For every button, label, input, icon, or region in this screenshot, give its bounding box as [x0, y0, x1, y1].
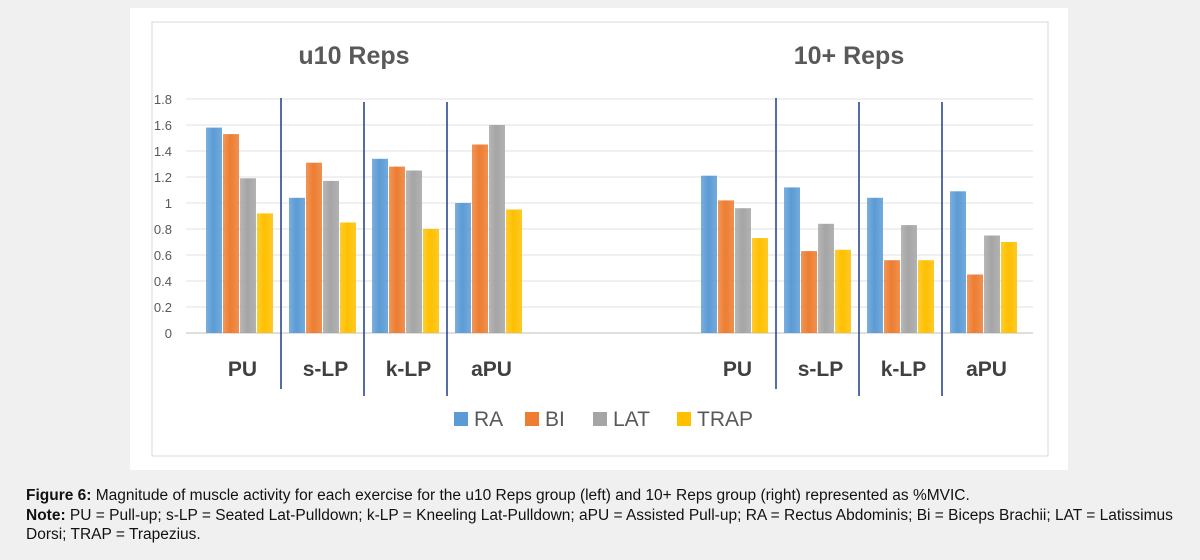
category-label: aPU	[966, 358, 1007, 381]
legend-label-bi: BI	[545, 408, 565, 431]
bar-trap-10plus-apu	[1001, 242, 1017, 333]
category-label: PU	[723, 358, 752, 381]
y-tick-label: 1.6	[154, 118, 172, 133]
bar-trap-10plus-pu	[752, 238, 768, 333]
bar-trap-10plus-s-lp	[835, 249, 851, 333]
bar-bi-10plus-k-lp	[884, 260, 900, 333]
bar-lat-u10-pu	[240, 178, 256, 333]
bar-bi-u10-s-lp	[306, 162, 322, 333]
category-label: s-LP	[798, 358, 844, 381]
bar-ra-10plus-apu	[950, 191, 966, 333]
bar-lat-10plus-s-lp	[818, 223, 834, 333]
bar-bi-10plus-pu	[718, 200, 734, 333]
bar-lat-u10-apu	[489, 125, 505, 333]
bar-bi-u10-apu	[472, 144, 488, 333]
figure-caption: Figure 6: Magnitude of muscle activity f…	[26, 486, 1186, 545]
group-titles: u10 Reps 10+ Reps	[298, 42, 904, 70]
bar-ra-10plus-pu	[701, 175, 717, 333]
group-title: u10 Reps	[298, 42, 409, 70]
bar-bi-u10-k-lp	[389, 166, 405, 333]
bar-lat-10plus-apu	[984, 235, 1000, 333]
y-tick-label: 1.2	[154, 170, 172, 185]
bar-ra-10plus-k-lp	[867, 197, 883, 333]
bar-trap-10plus-k-lp	[918, 260, 934, 333]
y-tick-label: 1	[165, 196, 172, 211]
legend-label-trap: TRAP	[697, 408, 753, 431]
y-tick-label: 1.4	[154, 144, 172, 159]
bars	[206, 125, 1017, 333]
bar-trap-u10-k-lp	[423, 229, 439, 333]
y-tick-label: 0.4	[154, 274, 172, 289]
caption-line-note: Note: PU = Pull-up; s-LP = Seated Lat-Pu…	[26, 506, 1186, 545]
y-tick-label: 0	[165, 326, 172, 341]
y-axis-ticks: 0 0.2 0.4 0.6 0.8 1 1.2 1.4 1.6 1.8	[154, 92, 172, 341]
bar-bi-u10-pu	[223, 134, 239, 333]
y-tick-label: 1.8	[154, 92, 172, 107]
bar-ra-u10-pu	[206, 127, 222, 333]
bar-lat-u10-s-lp	[323, 180, 339, 333]
legend-swatch-lat	[593, 412, 607, 426]
bar-trap-u10-s-lp	[340, 222, 356, 333]
legend-swatch-trap	[677, 412, 691, 426]
chart-frame: 0 0.2 0.4 0.6 0.8 1 1.2 1.4 1.6 1.8 PU s-LP k-LP aPU…	[130, 8, 1068, 470]
bar-ra-u10-apu	[455, 203, 471, 333]
legend: RA BI LAT TRAP	[454, 408, 753, 431]
figure-text: Magnitude of muscle activity for each ex…	[91, 487, 970, 504]
bar-ra-u10-k-lp	[372, 158, 388, 333]
category-label: PU	[228, 358, 257, 381]
bar-trap-u10-apu	[506, 209, 522, 333]
bar-chart: 0 0.2 0.4 0.6 0.8 1 1.2 1.4 1.6 1.8 PU s-LP k-LP aPU…	[151, 21, 1049, 457]
legend-label-lat: LAT	[613, 408, 650, 431]
chart-border	[151, 21, 1049, 457]
legend-swatch-bi	[525, 412, 539, 426]
bar-ra-u10-s-lp	[289, 197, 305, 333]
note-label: Note:	[26, 506, 66, 524]
legend-label-ra: RA	[474, 408, 503, 431]
category-labels: PU s-LP k-LP aPU PU s-LP k-LP aPU	[228, 358, 1007, 381]
figure-label: Figure 6:	[26, 487, 92, 504]
group-title: 10+ Reps	[794, 42, 905, 70]
category-label: k-LP	[881, 358, 927, 381]
y-tick-label: 0.2	[154, 300, 172, 315]
category-label: k-LP	[386, 358, 432, 381]
bar-ra-10plus-s-lp	[784, 187, 800, 333]
y-tick-label: 0.8	[154, 222, 172, 237]
caption-line-figure: Figure 6: Magnitude of muscle activity f…	[26, 486, 1186, 506]
bar-bi-10plus-apu	[967, 274, 983, 333]
bar-lat-10plus-pu	[735, 208, 751, 333]
legend-swatch-ra	[454, 412, 468, 426]
note-text: PU = Pull-up; s-LP = Seated Lat-Pulldown…	[26, 506, 1173, 544]
bar-bi-10plus-s-lp	[801, 251, 817, 333]
category-label: aPU	[471, 358, 512, 381]
bar-lat-10plus-k-lp	[901, 225, 917, 333]
bar-lat-u10-k-lp	[406, 170, 422, 333]
category-label: s-LP	[303, 358, 349, 381]
y-tick-label: 0.6	[154, 248, 172, 263]
bar-trap-u10-pu	[257, 213, 273, 333]
group-dividers	[280, 98, 943, 396]
